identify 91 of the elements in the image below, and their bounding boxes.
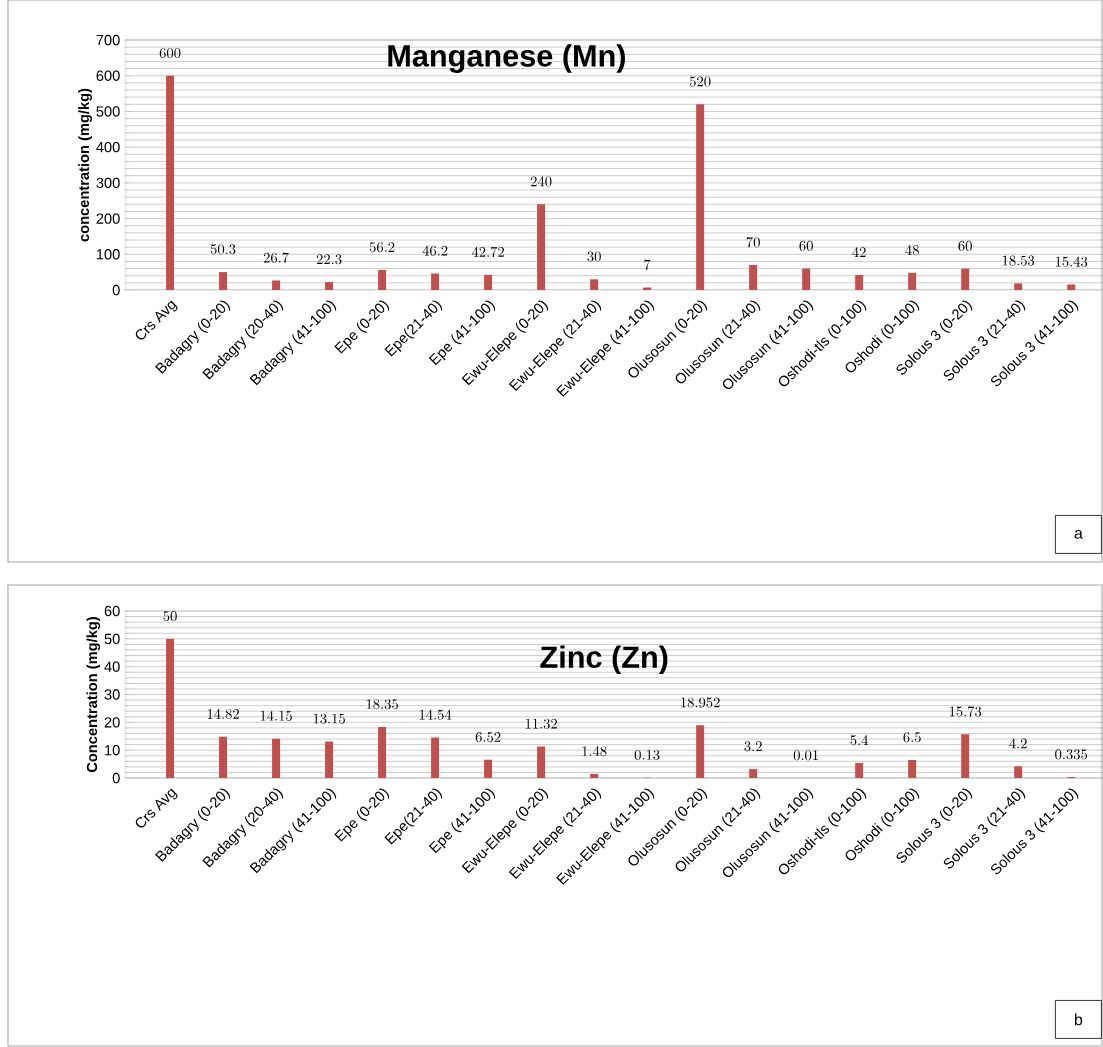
bar (961, 268, 970, 291)
bar (908, 759, 917, 779)
bar (749, 769, 758, 779)
bar (431, 737, 440, 779)
data-label: 4.2 (1009, 738, 1027, 749)
y-tick-label: 20 (104, 717, 120, 728)
bar (855, 762, 864, 779)
data-label: 18.53 (1002, 255, 1035, 266)
y-tick-label: 10 (105, 745, 120, 756)
data-label: 0.01 (793, 750, 818, 761)
data-label: 11 .32 (525, 718, 557, 729)
data-label: 18.35 (366, 699, 398, 710)
data-label: 0.335 (1055, 749, 1088, 760)
data-label: 240 (530, 176, 552, 187)
bar (272, 280, 281, 291)
data-label: 42.72 (471, 246, 504, 258)
y-tick-label: 600 (96, 70, 120, 81)
bar (484, 274, 493, 291)
data-label: 60 (799, 240, 813, 251)
bar (802, 268, 811, 291)
y-tick-label: 300 (96, 177, 120, 189)
bar (166, 75, 175, 291)
bar (378, 269, 387, 291)
bar (1067, 284, 1076, 291)
bar (537, 746, 546, 779)
bar (325, 741, 334, 779)
bar (961, 734, 970, 779)
bar (378, 726, 387, 779)
data-label: 18.952 (681, 697, 720, 708)
data-label: 7 (644, 259, 651, 270)
bar (908, 272, 917, 291)
data-label: 600 (159, 47, 181, 58)
data-label: 50.3 (210, 244, 236, 255)
data-label: 70 (746, 237, 760, 248)
y-tick-label: 40 (104, 661, 120, 672)
data-label: 15.73 (949, 706, 982, 717)
bar (431, 273, 440, 291)
y-tick-label: 60 (104, 605, 120, 617)
bar (484, 759, 493, 779)
bar (749, 265, 758, 291)
data-label: 56.2 (369, 242, 395, 253)
data-label: 15.43 (1055, 256, 1088, 267)
data-label: 22.3 (316, 254, 342, 265)
bar (537, 204, 546, 291)
bar (696, 725, 705, 779)
data-label: 42 (852, 247, 866, 257)
text: Zinc (Zn) (540, 645, 668, 675)
data-label: 6.52 (475, 732, 501, 743)
bar (166, 638, 175, 779)
bar (272, 738, 281, 779)
chart-title: Manganese (Mn) (388, 44, 625, 73)
data-label: 6.5 (903, 732, 921, 743)
data-label: 13. 15 (313, 713, 345, 724)
y-tick-label: 50 (104, 633, 120, 645)
data-label: 5.4 (850, 735, 869, 746)
bar (219, 736, 228, 779)
data-label: 26.7 (263, 252, 289, 263)
bar (1014, 766, 1023, 779)
data-label: 1 .48 (582, 745, 607, 757)
bar (325, 282, 334, 291)
y-tick-label: 0 (112, 284, 120, 296)
text: a (1074, 530, 1083, 539)
data-label: 50 (163, 611, 177, 622)
y-tick-label: 30 (104, 689, 120, 700)
y-tick-label: 0 (112, 772, 120, 784)
y-tick-label: 400 (96, 141, 120, 153)
data-label: 14.82 (207, 708, 239, 720)
y-tick-label: 100 (96, 249, 120, 260)
data-label: 14.54 (419, 709, 452, 720)
y-tick-label: 500 (96, 106, 120, 117)
bar (696, 104, 705, 291)
bar (590, 279, 599, 291)
data-label: 46.2 (422, 245, 448, 256)
data-label: 60 (958, 240, 972, 251)
data-label: 3.2 (744, 741, 762, 752)
bar (855, 275, 864, 291)
y-tick-label: 700 (96, 34, 120, 46)
data-label: 48 (905, 244, 919, 256)
bar (1014, 283, 1023, 291)
y-tick-label: 200 (96, 213, 120, 224)
text: b (1074, 1013, 1083, 1026)
x-tick-label: Crs Avg (135, 300, 178, 340)
bar (219, 272, 228, 291)
bar (590, 773, 599, 779)
data-label: 14. 15 (260, 710, 292, 721)
y-axis-title: Concentration (mg/kg) (86, 617, 101, 773)
x-tick-label: Crs Avg (135, 788, 178, 828)
y-axis-title: concentration (mg/kg) (78, 88, 93, 242)
data-label: 0. 13 (634, 749, 660, 760)
data-label: 30 (587, 251, 601, 262)
data-label: 520 (689, 76, 711, 87)
